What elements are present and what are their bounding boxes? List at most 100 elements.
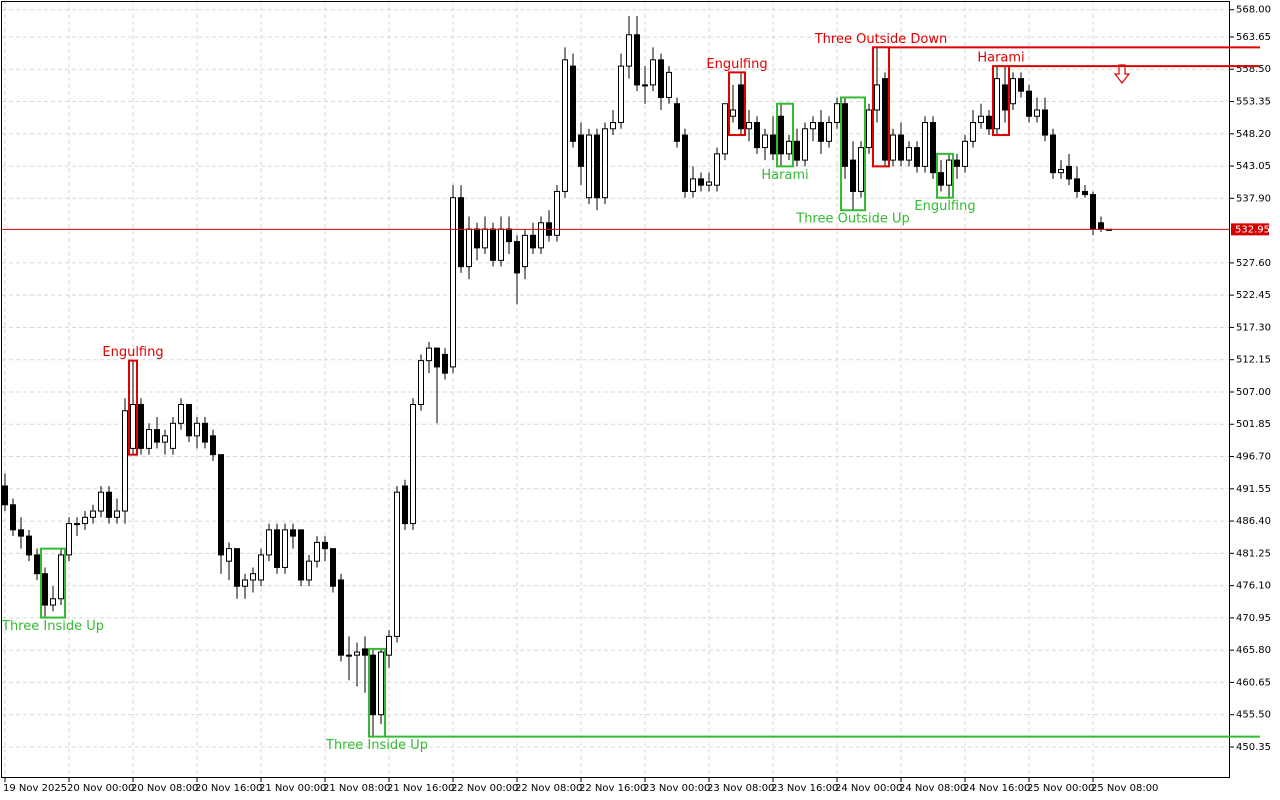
y-tick-label: 491.55: [1236, 484, 1271, 495]
x-tick-label: 22 Nov 16:00: [579, 783, 646, 794]
candle-body: [1034, 109, 1040, 117]
pattern-label: Three Outside Up: [795, 212, 909, 227]
candle-body: [754, 122, 760, 149]
candle-body: [874, 84, 880, 111]
candle-body: [74, 523, 80, 526]
candle-body: [922, 122, 928, 167]
candle-body: [586, 134, 592, 199]
candle-body: [610, 122, 616, 130]
candle-body: [346, 654, 352, 657]
candle-body: [994, 78, 1000, 130]
x-tick-label: 25 Nov 00:00: [1027, 783, 1094, 794]
candle-body: [330, 548, 336, 587]
pattern-label: Harami: [761, 168, 808, 183]
x-tick-label: 24 Nov 16:00: [963, 783, 1030, 794]
candle-body: [58, 554, 64, 600]
candle-body: [866, 109, 872, 149]
candle-body: [858, 147, 864, 192]
candle-body: [354, 651, 360, 656]
candle-body: [106, 491, 112, 518]
candle-body: [690, 178, 696, 192]
candle-body: [818, 122, 824, 142]
candle-body: [1082, 190, 1088, 196]
y-tick-label: 507.00: [1236, 387, 1271, 398]
candle-body: [810, 122, 816, 130]
pattern-box: [840, 96, 866, 212]
candle-body: [554, 190, 560, 236]
candle-body: [698, 178, 704, 186]
candle-body: [642, 84, 648, 87]
candle-body: [194, 422, 200, 437]
x-tick-label: 23 Nov 00:00: [643, 783, 710, 794]
candle-body: [250, 573, 256, 581]
candle-body: [114, 510, 120, 518]
y-tick-label: 563.65: [1236, 32, 1271, 43]
candle-body: [18, 529, 24, 537]
candle-body: [154, 429, 160, 443]
candle-body: [1050, 134, 1056, 174]
candle-body: [66, 523, 72, 556]
y-tick-label: 537.90: [1236, 193, 1271, 204]
candle-body: [474, 228, 480, 249]
candle-body: [362, 648, 368, 656]
candle-body: [834, 103, 840, 124]
candle-body: [1066, 165, 1072, 180]
candle-body: [578, 134, 584, 167]
candle-body: [530, 234, 536, 249]
candle-body: [1018, 78, 1024, 92]
x-tick-label: 21 Nov 16:00: [387, 783, 454, 794]
candle-body: [666, 71, 672, 98]
candle-body: [298, 529, 304, 581]
candle-body: [570, 65, 576, 142]
candle-body: [442, 353, 448, 374]
candle-body: [434, 347, 440, 368]
y-tick-label: 568.00: [1236, 5, 1271, 16]
candle-body: [738, 84, 744, 130]
candle-body: [386, 635, 392, 656]
candle-body: [882, 78, 888, 161]
candle-body: [306, 560, 312, 581]
candle-body: [594, 134, 600, 199]
candle-body: [842, 103, 848, 167]
candle-body: [218, 454, 224, 556]
pattern-box: [936, 152, 954, 199]
candle-body: [202, 422, 208, 443]
y-tick-label: 522.45: [1236, 290, 1271, 301]
x-tick-label: 21 Nov 08:00: [323, 783, 390, 794]
candle-body: [770, 134, 776, 155]
y-tick-label: 558.50: [1236, 64, 1271, 75]
candle-body: [970, 122, 976, 142]
candle-body: [82, 516, 88, 525]
y-tick-label: 470.95: [1236, 613, 1271, 624]
pattern-label: Engulfing: [102, 345, 163, 360]
x-tick-label: 21 Nov 00:00: [259, 783, 326, 794]
candle-body: [482, 228, 488, 249]
candle-body: [658, 59, 664, 98]
candle-body: [914, 147, 920, 167]
grid: [2, 0, 1230, 778]
candle-body: [826, 122, 832, 142]
candle-body: [986, 115, 992, 130]
y-tick-label: 512.15: [1236, 355, 1271, 366]
candle-body: [1098, 222, 1104, 230]
plot-frame: [1, 1, 1230, 778]
y-tick-label: 496.70: [1236, 452, 1271, 463]
candle-body: [706, 181, 712, 186]
candle-body: [498, 228, 504, 261]
candle-body: [10, 504, 16, 531]
candle-body: [850, 159, 856, 192]
candle-body: [258, 554, 264, 581]
candle-body: [962, 140, 968, 167]
candle-body: [634, 34, 640, 86]
candle-body: [426, 347, 432, 362]
candle-body: [290, 529, 296, 537]
y-tick-label: 501.85: [1236, 419, 1271, 430]
candle-body: [226, 548, 232, 562]
candle-body: [1010, 78, 1016, 105]
pattern-box: [776, 102, 794, 168]
candle-body: [146, 429, 152, 449]
candle-body: [1074, 178, 1080, 192]
pattern-label: Engulfing: [914, 199, 975, 214]
y-tick-label: 455.50: [1236, 710, 1271, 721]
